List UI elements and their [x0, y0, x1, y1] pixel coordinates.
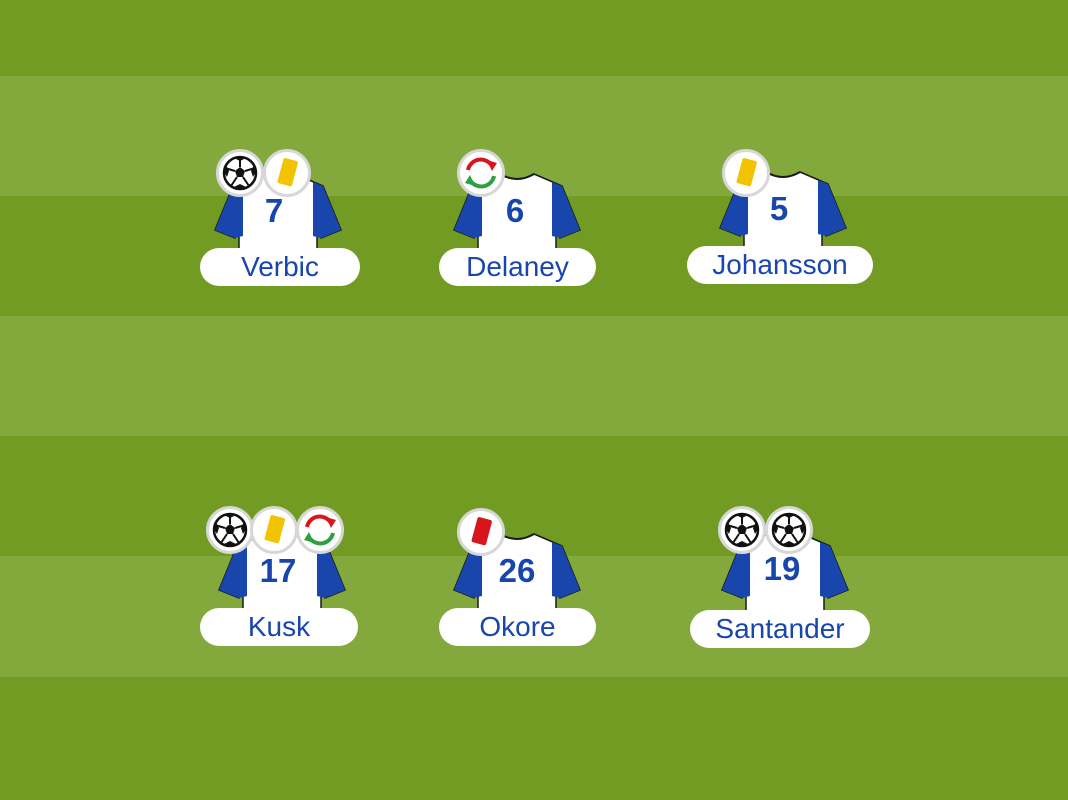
- goal-icon: [765, 506, 813, 554]
- player-number: 7: [264, 192, 284, 229]
- goal-icon: [216, 149, 264, 197]
- player-johansson[interactable]: 5 Johansson: [687, 149, 873, 318]
- player-number: 26: [498, 552, 536, 589]
- player-name: Verbic: [200, 248, 360, 286]
- player-okore[interactable]: 26 Okore: [439, 508, 619, 680]
- goal-icon: [206, 506, 254, 554]
- player-number: 5: [769, 190, 789, 227]
- yellow-card-icon: [250, 506, 298, 554]
- player-name: Johansson: [687, 246, 873, 284]
- player-number: 17: [259, 552, 297, 589]
- player-verbic[interactable]: 7 Verbic: [200, 149, 380, 320]
- player-santander[interactable]: 19 Santander: [690, 506, 870, 680]
- player-delaney[interactable]: 6 Delaney: [439, 149, 619, 320]
- player-name: Kusk: [200, 608, 358, 646]
- player-name: Santander: [690, 610, 870, 648]
- player-name: Okore: [439, 608, 596, 646]
- player-number: 6: [505, 192, 525, 229]
- player-number: 19: [763, 550, 801, 587]
- player-name: Delaney: [439, 248, 596, 286]
- substitution-icon: [457, 149, 505, 197]
- substitution-icon: [296, 506, 344, 554]
- yellow-card-icon: [263, 149, 311, 197]
- red-card-icon: [457, 508, 505, 556]
- goal-icon: [718, 506, 766, 554]
- yellow-card-icon: [722, 149, 770, 197]
- player-kusk[interactable]: 17 Kusk: [200, 506, 380, 680]
